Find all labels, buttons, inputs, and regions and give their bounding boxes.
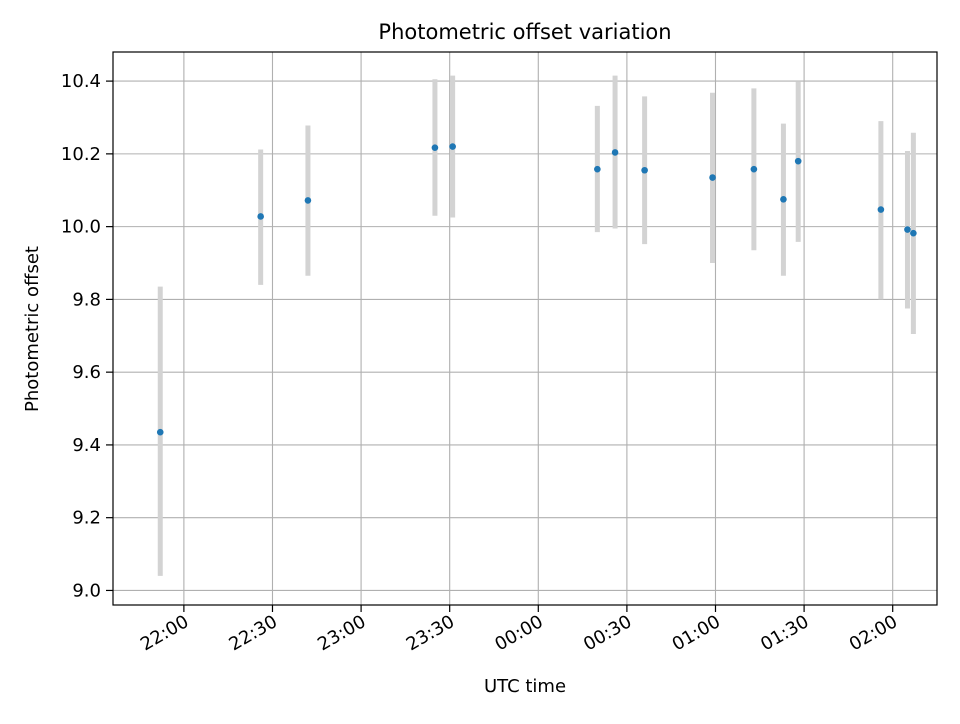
data-point	[750, 165, 758, 173]
data-point	[611, 149, 619, 156]
y-tick-label: 10.4	[61, 71, 101, 92]
data-point	[877, 206, 885, 213]
y-tick-label: 10.2	[61, 144, 101, 165]
y-axis-label: Photometric offset	[22, 246, 43, 412]
data-point	[641, 166, 648, 174]
data-point	[449, 143, 456, 150]
y-tick-label: 9.6	[72, 362, 101, 383]
y-tick-label: 9.8	[72, 289, 101, 310]
y-tick-label: 9.2	[72, 508, 101, 529]
y-tick-label: 9.4	[72, 435, 101, 456]
chart-title: Photometric offset variation	[378, 20, 671, 44]
data-point	[910, 229, 917, 237]
plot-frame	[112, 51, 938, 606]
data-point	[257, 213, 264, 220]
data-point	[904, 226, 911, 233]
x-axis-label: UTC time	[484, 676, 566, 697]
data-point	[304, 197, 312, 204]
point-layer	[156, 143, 917, 436]
y-tick-label: 10.0	[61, 217, 101, 238]
data-point	[594, 165, 601, 173]
data-point	[780, 196, 787, 203]
y-tick-label: 9.0	[72, 580, 101, 601]
data-point	[431, 144, 439, 151]
data-point	[156, 428, 164, 436]
y-axis: 9.0 9.2 9.4 9.6 9.8 10.0 10.2 10.4	[61, 71, 113, 601]
data-point	[794, 157, 802, 165]
data-point	[709, 174, 716, 181]
grid-layer	[113, 52, 937, 605]
